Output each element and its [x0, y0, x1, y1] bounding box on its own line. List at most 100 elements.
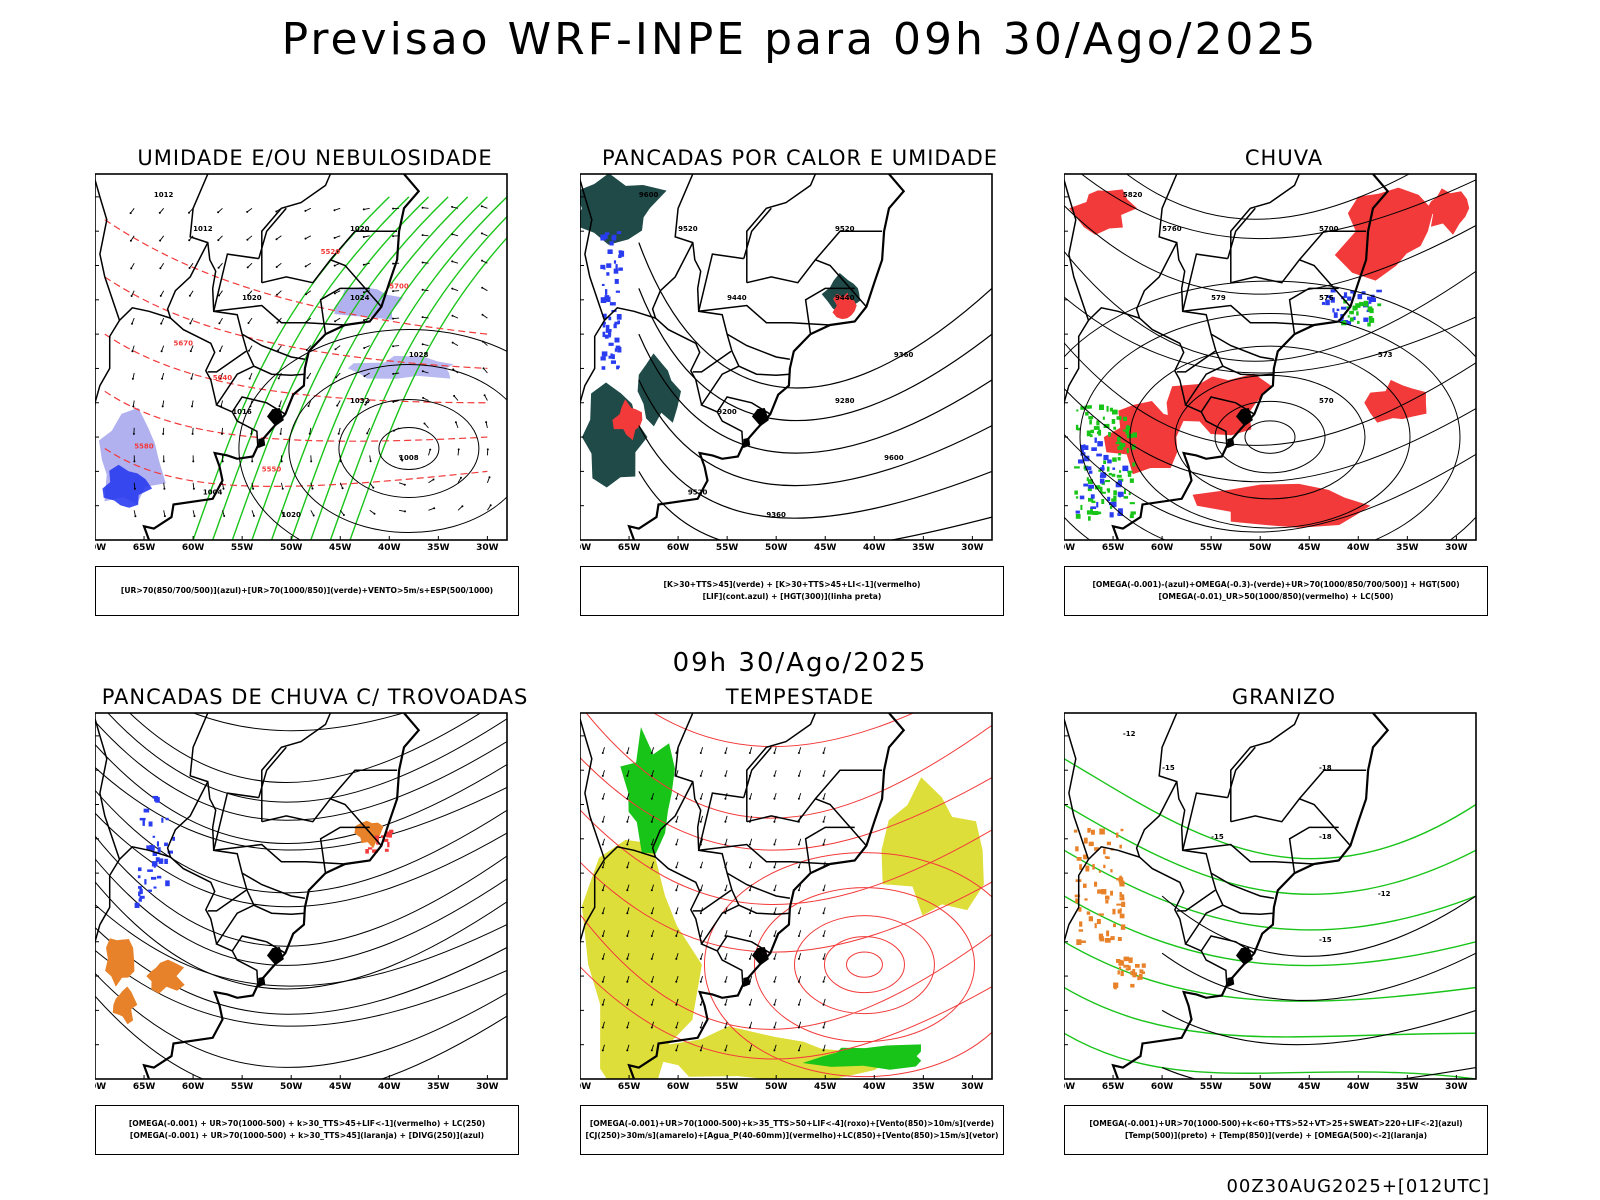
weak-omega-region — [1353, 316, 1356, 321]
strong-omega-region — [1092, 511, 1099, 515]
lifted-index-contour — [603, 321, 606, 325]
wind-vector — [306, 317, 312, 323]
wind-850-vector-head — [650, 797, 653, 800]
jet-250-region — [881, 777, 984, 916]
state-border — [1288, 826, 1339, 874]
contour-label: 9440 — [727, 294, 747, 302]
lon-label: 40W — [378, 1082, 401, 1092]
wind-vector-head — [249, 405, 252, 408]
state-border — [692, 350, 732, 373]
wind-850-vector-head — [773, 980, 776, 983]
wind-vector — [247, 262, 253, 268]
strong-omega-region — [1122, 429, 1127, 432]
wind-vector-head — [246, 266, 249, 269]
wind-850-vector-head — [626, 1049, 629, 1052]
wind-vector — [310, 482, 313, 489]
hgt-300-contour — [638, 471, 992, 540]
hgt-300-contour — [638, 425, 992, 519]
lifted-index-contour — [606, 263, 612, 268]
strong-omega-region — [1086, 477, 1089, 481]
strong-omega-region — [1080, 406, 1085, 410]
wind-vector-head — [480, 232, 483, 235]
legend-line: [OMEGA(-0.01)_UR>50(1000/850)(vermelho) … — [1158, 592, 1394, 601]
omega-500-region — [1119, 880, 1124, 884]
omega-500-region — [1106, 841, 1111, 846]
wind-850-vector-head — [601, 957, 604, 960]
lifted-index-contour — [609, 241, 614, 246]
omega-500-region — [1117, 909, 1122, 914]
wind-vector-head — [364, 403, 367, 406]
omega-500-region — [1121, 901, 1126, 907]
state-border — [804, 287, 855, 335]
wind-850-vector-head — [724, 752, 727, 754]
strong-omega-region — [1101, 491, 1106, 494]
wind-vector-head — [362, 208, 365, 211]
map-canvas: 1012 1012 1020 1020 1024 1028 1032 1016 1008 1004… — [95, 173, 508, 553]
wind-vector-head — [305, 293, 307, 296]
weak-omega-region — [1088, 484, 1094, 489]
wind-850-vector-head — [601, 1049, 604, 1052]
k-tts-li-region — [386, 831, 391, 838]
wind-vector-head — [451, 205, 454, 208]
wind-850-vector-head — [601, 935, 604, 937]
lifted-index-contour — [619, 250, 625, 257]
pressure-isobar — [378, 427, 440, 470]
lifted-index-contour — [604, 232, 610, 235]
contour-label: 1032 — [350, 397, 370, 405]
rain-omega-region — [1427, 188, 1470, 235]
wind-vector — [279, 400, 282, 407]
temp-850-contour — [1064, 941, 1476, 1002]
k-tts-region — [146, 959, 185, 994]
strong-omega-region — [1346, 306, 1349, 309]
strong-omega-region — [1075, 496, 1079, 499]
state-border — [212, 253, 259, 312]
lon-label: 65W — [133, 543, 156, 553]
strong-omega-region — [1127, 470, 1133, 473]
contour-label: -15 — [1162, 764, 1175, 772]
legend-line: [CJ(250)>30m/s](amarelo)+[Agua_P(40-60mm… — [585, 1131, 999, 1140]
lon-label: 50W — [765, 1082, 788, 1092]
lifted-index-contour — [608, 316, 612, 321]
state-border — [1176, 350, 1216, 373]
wind-vector-head — [421, 316, 424, 319]
lon-label: 35W — [427, 543, 450, 553]
lc-250-streamline — [95, 927, 507, 1015]
state-border — [1227, 746, 1256, 798]
lifted-index-contour — [615, 264, 618, 270]
strong-omega-region — [1129, 478, 1134, 483]
lon-label: 65W — [1102, 1082, 1125, 1092]
lon-label: 60W — [182, 1082, 205, 1092]
strong-omega-region — [1088, 405, 1092, 409]
wind-vector-head — [221, 432, 223, 435]
lifted-index-contour — [610, 353, 613, 359]
state-border — [258, 207, 287, 259]
wind-850-vector-head — [748, 1049, 751, 1052]
lon-label: 45W — [1298, 543, 1321, 553]
lifted-index-contour — [604, 334, 609, 339]
wind-vector-head — [158, 211, 161, 214]
omega-500-region — [1094, 881, 1098, 887]
wind-850-vector-head — [797, 797, 800, 800]
weak-omega-region — [1119, 492, 1122, 498]
weak-omega-region — [1099, 478, 1105, 484]
omega-500-region — [1119, 844, 1122, 849]
lifted-index-contour — [608, 355, 611, 359]
omega-500-region — [1132, 972, 1137, 978]
lon-label: 70W — [95, 543, 106, 553]
wind-vector-head — [373, 512, 376, 515]
lon-label: 30W — [476, 1082, 499, 1092]
lon-label: 35W — [912, 543, 935, 553]
wind-850-vector — [823, 907, 826, 914]
state-border — [319, 287, 370, 335]
contour-label: -12 — [1123, 730, 1136, 738]
wind-vector-head — [421, 234, 424, 237]
divergence-region — [139, 817, 146, 821]
hgt-500-contour — [1244, 420, 1296, 454]
wind-850-vector-head — [626, 957, 629, 960]
state-border — [207, 350, 247, 373]
lc-500-streamline — [1064, 388, 1476, 483]
contour-label: 1016 — [232, 408, 252, 416]
wind-850-vector-head — [675, 957, 678, 960]
wind-vector-head — [307, 405, 310, 407]
wind-850-vector-head — [650, 957, 653, 960]
